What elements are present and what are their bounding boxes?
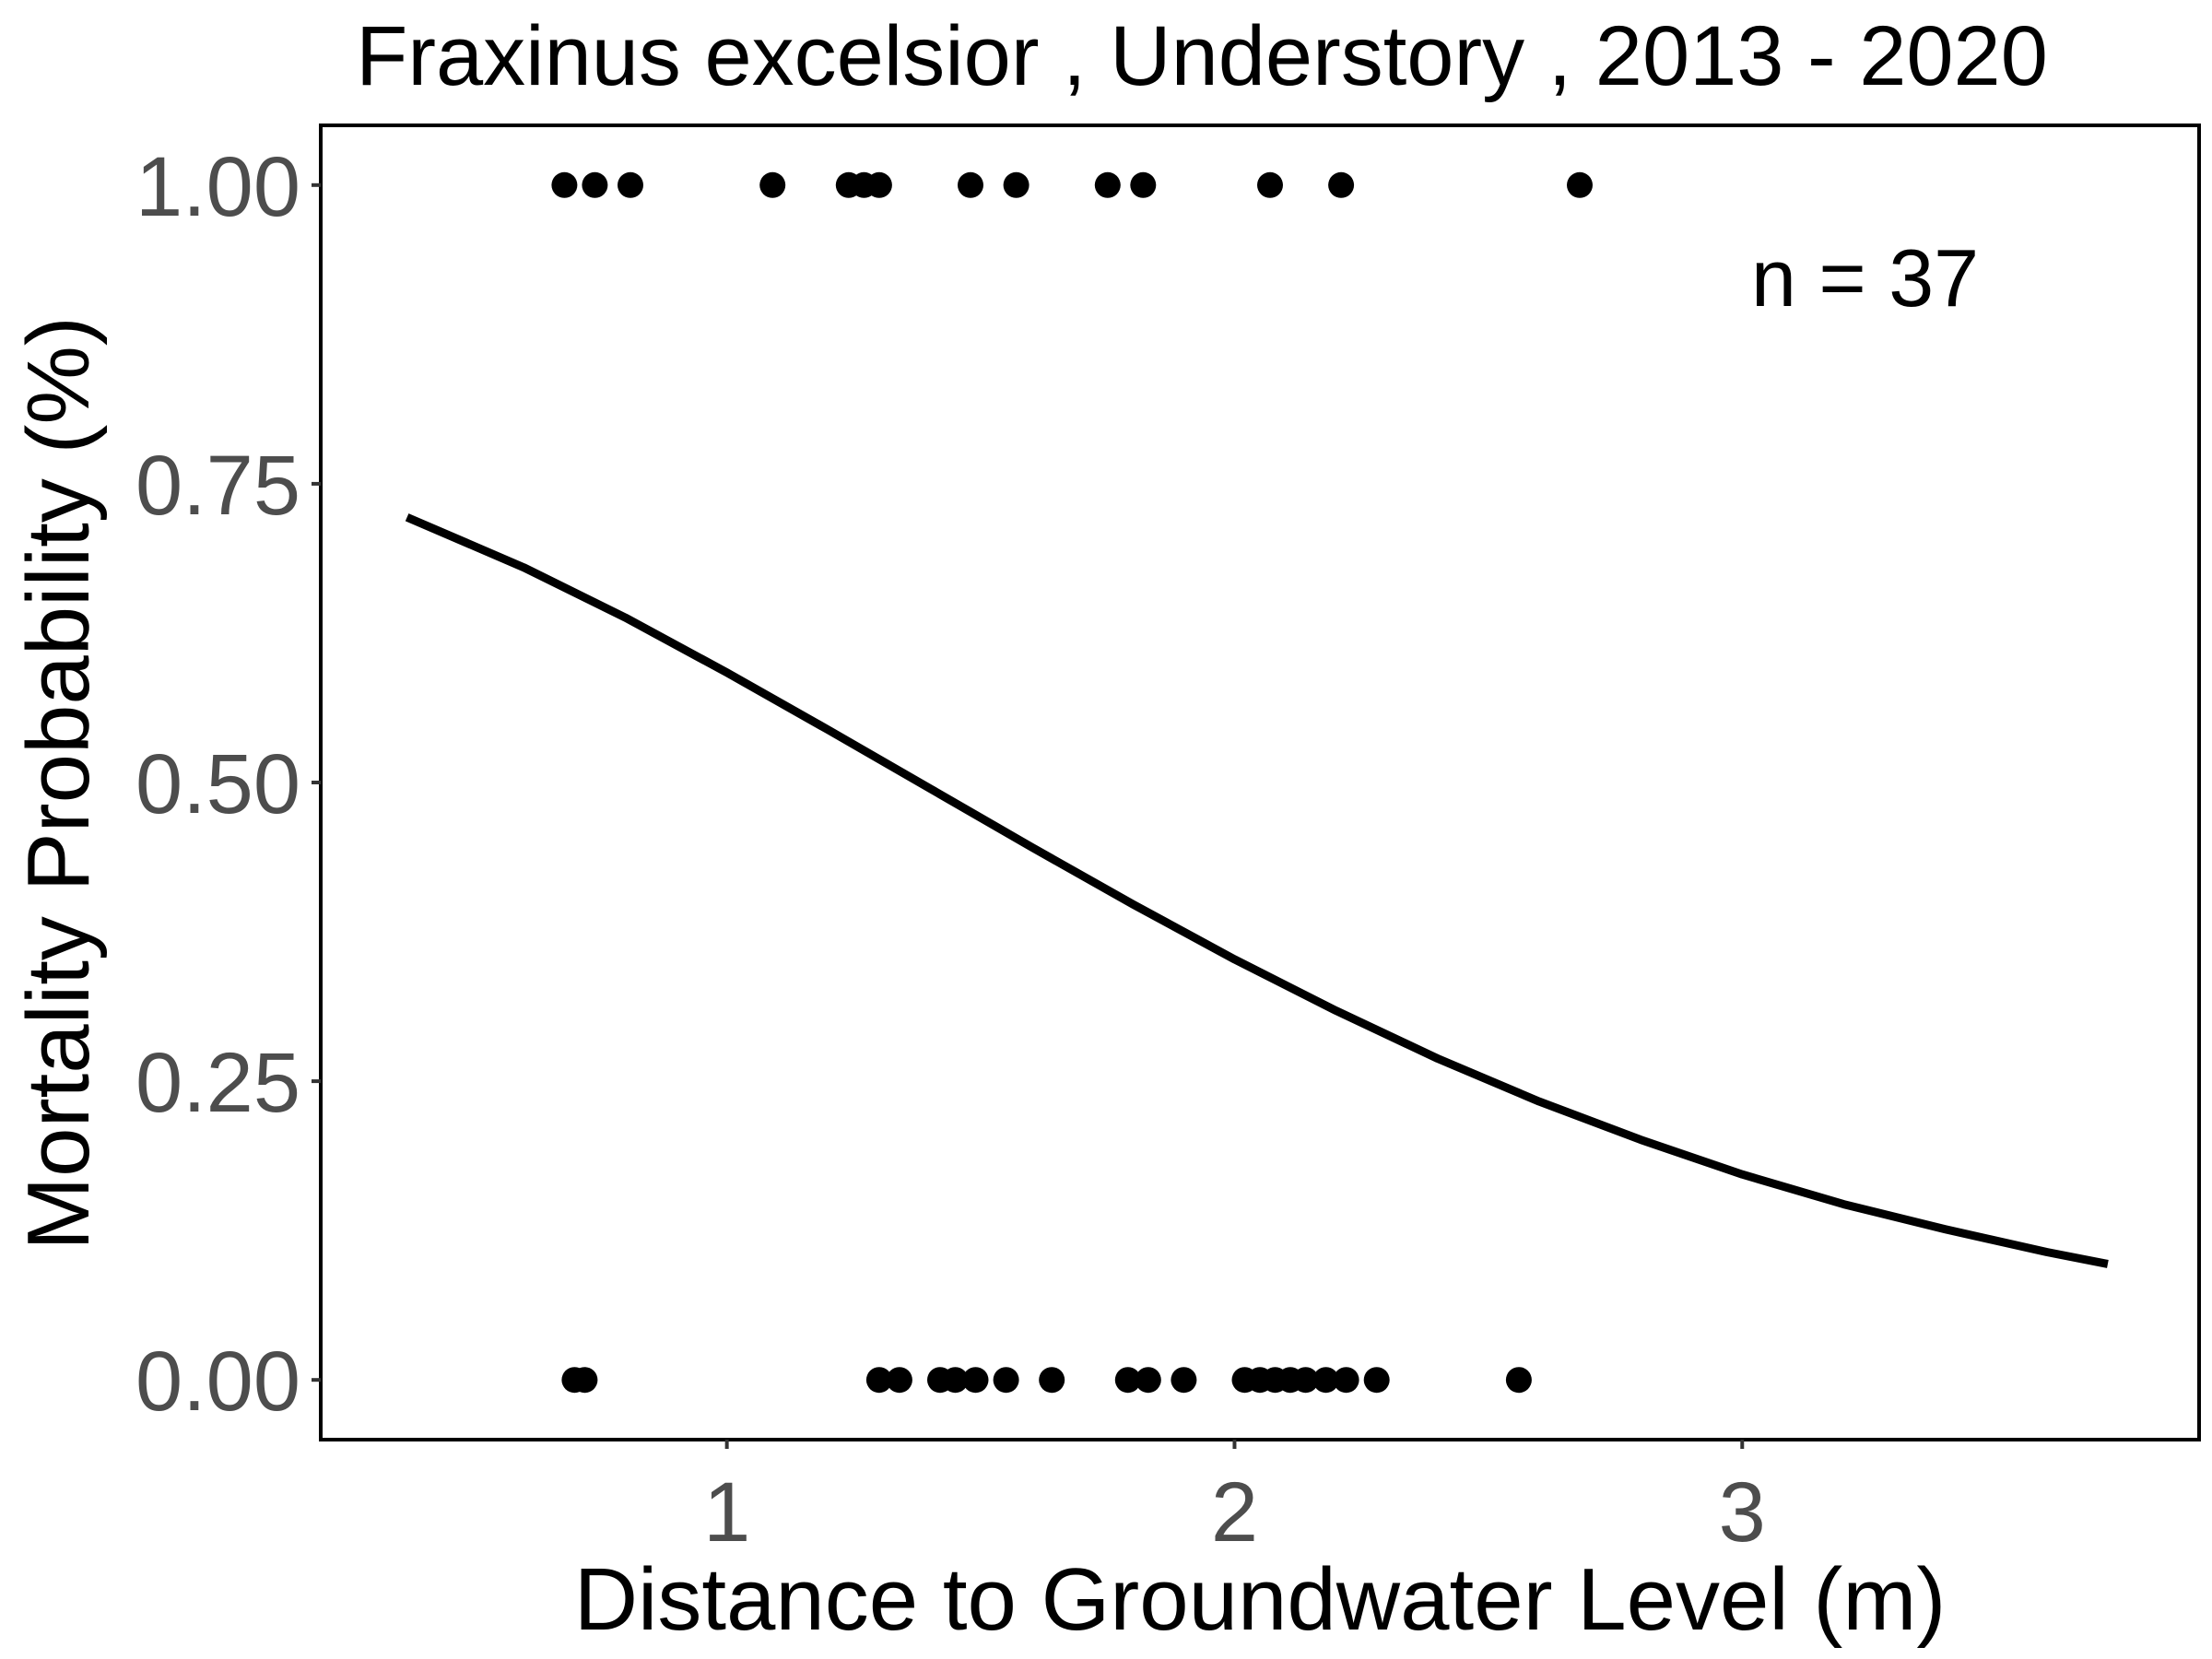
y-axis-ticks: 0.00 0.25 0.50 0.75 1.00 [135,140,321,1429]
data-point [1505,1367,1532,1394]
fitted-curve [405,513,2109,1268]
data-point [958,171,983,198]
data-point [1333,1367,1359,1394]
data-points-layer [551,171,1593,1394]
data-point [1312,1367,1339,1394]
data-point [865,1367,892,1394]
x-axis-ticks: 1 2 3 [703,1440,1766,1559]
x-axis-label: Distance to Groundwater Level (m) [574,1550,1947,1649]
y-tick-label: 0.00 [135,1335,300,1429]
sample-size-annotation: n = 37 [1751,232,1979,324]
data-point [993,1367,1019,1394]
data-point [551,171,578,198]
chart-title: Fraxinus excelsior , Understory , 2013 -… [356,9,2048,103]
data-point [1171,1367,1197,1394]
data-point [618,171,643,198]
data-point [571,1367,598,1394]
data-point [1292,1367,1319,1394]
data-point [759,171,786,198]
data-point [1135,1367,1161,1394]
data-point [1130,171,1157,198]
data-point [942,1367,969,1394]
data-point [1114,1367,1141,1394]
y-tick-label: 1.00 [135,140,300,234]
x-tick-label: 3 [1719,1465,1766,1559]
y-tick-label: 0.50 [135,737,300,831]
data-point [582,171,608,198]
data-point [1003,171,1030,198]
x-tick-label: 1 [703,1465,750,1559]
data-point [886,1367,912,1394]
data-point [962,1367,989,1394]
data-point [1094,171,1121,198]
x-tick-label: 2 [1211,1465,1258,1559]
data-point [1257,171,1283,198]
data-point [1039,1367,1065,1394]
data-point [1567,171,1593,198]
data-point [865,171,892,198]
fit-line-layer [405,513,2109,1268]
y-tick-label: 0.25 [135,1036,300,1130]
y-axis-label: Mortality Probability (%) [9,316,108,1251]
y-tick-label: 0.75 [135,439,300,533]
data-point [1363,1367,1390,1394]
data-point [1328,171,1355,198]
